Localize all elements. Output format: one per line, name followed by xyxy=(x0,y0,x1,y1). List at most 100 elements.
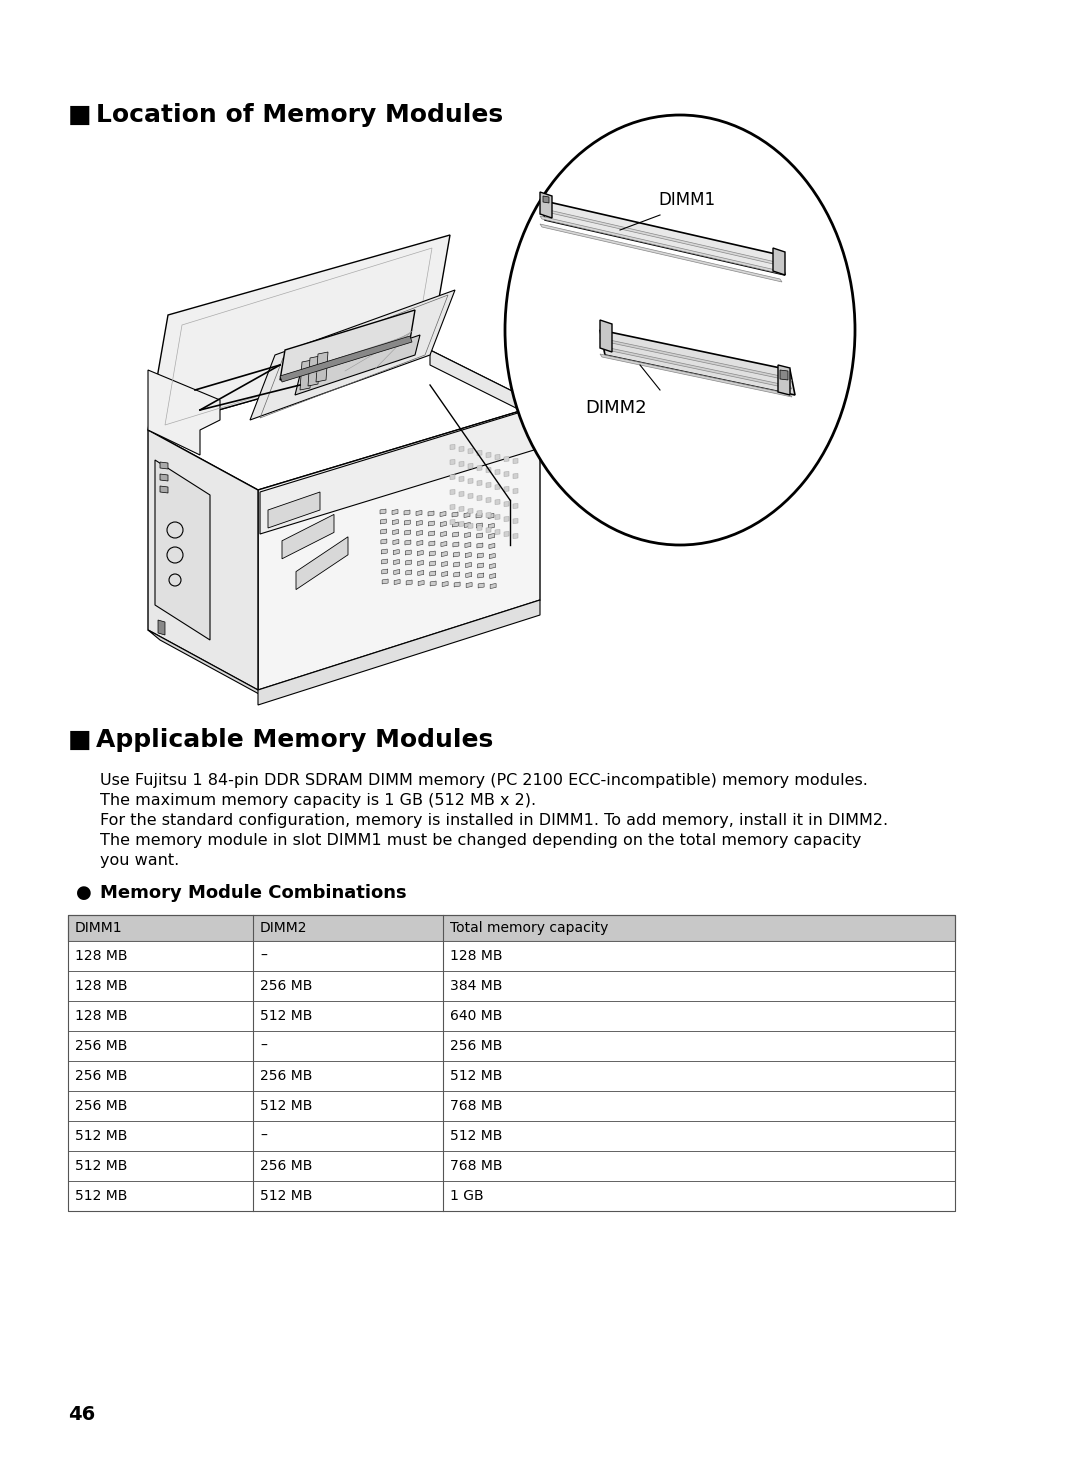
Polygon shape xyxy=(160,462,168,469)
Polygon shape xyxy=(513,474,518,478)
Polygon shape xyxy=(468,463,473,468)
Text: 512 MB: 512 MB xyxy=(450,1130,502,1143)
Polygon shape xyxy=(486,497,491,503)
Polygon shape xyxy=(504,516,509,522)
Bar xyxy=(68,1091,955,1121)
Polygon shape xyxy=(486,482,491,487)
Text: Applicable Memory Modules: Applicable Memory Modules xyxy=(96,728,494,752)
Polygon shape xyxy=(453,522,458,527)
Polygon shape xyxy=(450,505,455,509)
Polygon shape xyxy=(442,562,447,566)
Polygon shape xyxy=(308,356,320,385)
Polygon shape xyxy=(382,580,388,584)
Polygon shape xyxy=(476,513,482,518)
Polygon shape xyxy=(450,475,455,480)
Polygon shape xyxy=(477,510,482,515)
Text: 256 MB: 256 MB xyxy=(260,1159,312,1172)
Polygon shape xyxy=(464,543,471,547)
Polygon shape xyxy=(442,552,447,556)
Polygon shape xyxy=(476,524,483,528)
Polygon shape xyxy=(488,534,495,538)
Polygon shape xyxy=(453,512,458,516)
Polygon shape xyxy=(495,515,500,519)
Bar xyxy=(68,1000,955,1031)
Polygon shape xyxy=(513,503,518,509)
Polygon shape xyxy=(490,574,496,578)
Polygon shape xyxy=(394,569,400,575)
Polygon shape xyxy=(600,330,795,396)
Polygon shape xyxy=(380,519,387,524)
Polygon shape xyxy=(773,249,785,275)
Polygon shape xyxy=(488,524,495,528)
Polygon shape xyxy=(486,468,491,472)
Polygon shape xyxy=(600,346,792,388)
Polygon shape xyxy=(477,496,482,500)
Text: 512 MB: 512 MB xyxy=(260,1189,312,1203)
Polygon shape xyxy=(148,430,258,690)
Text: 384 MB: 384 MB xyxy=(450,980,502,993)
Polygon shape xyxy=(406,580,413,585)
Polygon shape xyxy=(464,522,470,528)
Polygon shape xyxy=(495,484,500,490)
Polygon shape xyxy=(405,550,411,555)
Polygon shape xyxy=(600,321,612,352)
Polygon shape xyxy=(418,581,424,585)
Polygon shape xyxy=(440,512,446,516)
Polygon shape xyxy=(316,352,328,382)
Polygon shape xyxy=(404,521,410,525)
Polygon shape xyxy=(540,224,782,282)
Text: 256 MB: 256 MB xyxy=(450,1039,502,1053)
Polygon shape xyxy=(459,462,464,466)
Polygon shape xyxy=(489,543,495,549)
Polygon shape xyxy=(282,515,334,559)
Text: 256 MB: 256 MB xyxy=(75,1069,127,1083)
Text: 512 MB: 512 MB xyxy=(450,1069,502,1083)
Polygon shape xyxy=(258,405,540,690)
Polygon shape xyxy=(148,630,270,700)
Polygon shape xyxy=(467,583,472,587)
Polygon shape xyxy=(495,500,500,505)
Polygon shape xyxy=(540,193,552,218)
Polygon shape xyxy=(441,531,447,537)
Polygon shape xyxy=(417,531,422,535)
Polygon shape xyxy=(478,583,484,588)
Bar xyxy=(68,1181,955,1211)
Polygon shape xyxy=(405,530,410,535)
Polygon shape xyxy=(406,569,411,575)
Polygon shape xyxy=(477,543,483,549)
Text: ●: ● xyxy=(76,884,92,902)
Polygon shape xyxy=(504,487,509,491)
Polygon shape xyxy=(380,530,387,534)
Polygon shape xyxy=(468,493,473,499)
Polygon shape xyxy=(405,560,411,565)
Polygon shape xyxy=(453,541,459,547)
Polygon shape xyxy=(600,355,792,397)
Polygon shape xyxy=(300,360,312,390)
Polygon shape xyxy=(454,572,460,577)
Polygon shape xyxy=(464,533,471,537)
Polygon shape xyxy=(430,350,540,421)
Polygon shape xyxy=(465,553,471,558)
Text: 256 MB: 256 MB xyxy=(260,980,312,993)
Text: 128 MB: 128 MB xyxy=(450,949,502,964)
Ellipse shape xyxy=(505,115,855,544)
Polygon shape xyxy=(513,459,518,463)
Bar xyxy=(68,1121,955,1150)
Text: you want.: you want. xyxy=(100,853,179,868)
Polygon shape xyxy=(148,235,450,430)
Text: 512 MB: 512 MB xyxy=(260,1099,312,1114)
Polygon shape xyxy=(543,196,549,203)
Polygon shape xyxy=(442,581,448,587)
Polygon shape xyxy=(158,619,165,635)
Polygon shape xyxy=(468,478,473,484)
Polygon shape xyxy=(381,559,388,563)
Polygon shape xyxy=(430,581,436,585)
Text: Use Fujitsu 1 84-pin DDR SDRAM DIMM memory (PC 2100 ECC-incompatible) memory mod: Use Fujitsu 1 84-pin DDR SDRAM DIMM memo… xyxy=(100,772,868,788)
Polygon shape xyxy=(513,534,518,538)
Polygon shape xyxy=(468,509,473,513)
Polygon shape xyxy=(393,559,400,565)
Polygon shape xyxy=(540,200,785,275)
Polygon shape xyxy=(504,531,509,537)
Polygon shape xyxy=(504,456,509,462)
Text: DIMM2: DIMM2 xyxy=(585,399,647,416)
